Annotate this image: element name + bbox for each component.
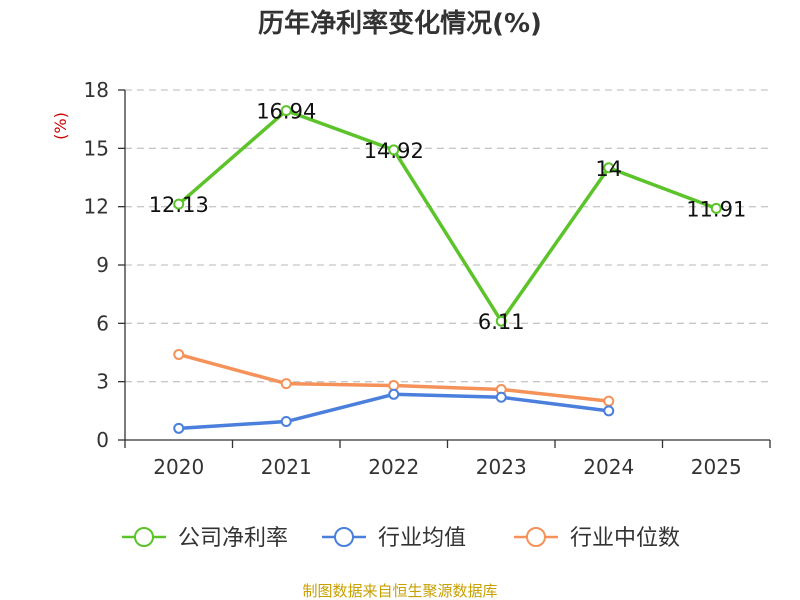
series-line xyxy=(177,108,717,323)
data-label: 14 xyxy=(595,157,622,181)
data-point xyxy=(173,198,185,210)
legend-item: 行业均值 xyxy=(322,526,466,551)
legend-item: 行业中位数 xyxy=(514,526,680,551)
data-point xyxy=(280,105,292,117)
x-tick-label: 2025 xyxy=(691,455,742,479)
legend-item: 公司净利率 xyxy=(122,526,288,551)
data-point xyxy=(173,348,185,360)
legend: 公司净利率 行业均值 行业中位数 xyxy=(122,526,680,551)
series-1 xyxy=(173,388,615,434)
data-point xyxy=(495,315,507,327)
y-tick-label: 0 xyxy=(96,428,109,452)
data-point xyxy=(710,202,722,214)
data-source-note: 制图数据来自恒生聚源数据库 xyxy=(302,582,497,600)
y-tick-label: 6 xyxy=(96,311,109,335)
data-label: 11.91 xyxy=(686,197,746,221)
y-tick-label: 3 xyxy=(96,370,109,394)
data-point xyxy=(173,422,185,434)
y-tick-labels: 0 3 6 9 12 15 18 xyxy=(84,78,109,452)
data-label: 6.11 xyxy=(478,310,525,334)
legend-label: 行业中位数 xyxy=(570,526,680,551)
data-point xyxy=(603,162,615,174)
data-point xyxy=(280,378,292,390)
data-point xyxy=(280,416,292,428)
y-tick-label: 12 xyxy=(84,195,109,219)
x-tick-label: 2023 xyxy=(476,455,527,479)
y-tick-label: 9 xyxy=(96,253,109,277)
legend-marker xyxy=(134,527,154,547)
series-0 xyxy=(173,105,722,327)
x-tick-label: 2022 xyxy=(368,455,419,479)
y-tick-label: 18 xyxy=(84,78,109,102)
data-point xyxy=(388,144,400,156)
data-labels: 12.13 16.94 14.92 6.11 14 11.91 xyxy=(149,100,747,335)
data-point xyxy=(603,405,615,417)
data-label: 16.94 xyxy=(256,100,316,124)
y-tick-label: 15 xyxy=(84,136,109,160)
data-point xyxy=(603,395,615,407)
x-tick-label: 2020 xyxy=(153,455,204,479)
data-label: 12.13 xyxy=(149,193,209,217)
x-tick-label: 2024 xyxy=(583,455,634,479)
x-tick-labels: 2020 2021 2022 2023 2024 2025 xyxy=(153,455,741,479)
axes xyxy=(118,89,771,448)
series-layer xyxy=(173,105,722,434)
legend-label: 行业均值 xyxy=(378,526,466,551)
legend-label: 公司净利率 xyxy=(178,526,288,551)
data-point xyxy=(495,391,507,403)
data-point xyxy=(388,388,400,400)
x-tick-label: 2021 xyxy=(261,455,312,479)
data-label: 14.92 xyxy=(364,139,424,163)
data-point xyxy=(388,380,400,392)
legend-marker xyxy=(334,527,354,547)
legend-marker xyxy=(526,527,546,547)
y-axis-unit-label: (%) xyxy=(51,112,70,140)
chart-title: 历年净利率变化情况(%) xyxy=(258,8,542,39)
